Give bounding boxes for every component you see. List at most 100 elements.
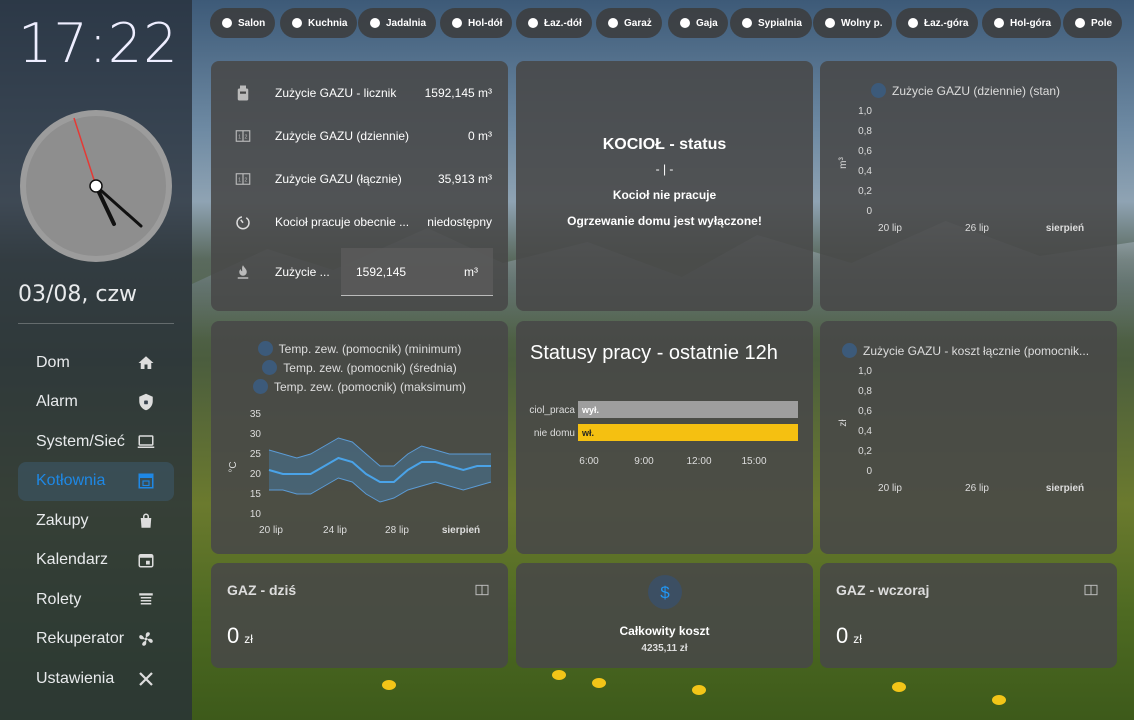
entity-row-gas-meter[interactable]: Zużycie GAZU - licznik 1592,145 m³	[211, 71, 508, 114]
timeline-bar	[578, 401, 798, 418]
x-tick-label: sierpień	[1046, 223, 1084, 234]
y-axis-label: m³	[838, 157, 849, 169]
sidebar-item-ustawienia[interactable]: Ustawienia	[18, 659, 174, 699]
y-tick-label: 1,0	[858, 366, 872, 377]
gas-today-card[interactable]: GAZ - dziś 0 zł	[211, 563, 508, 668]
minute-hand	[94, 184, 143, 228]
sidebar-item-rolety[interactable]: Rolety	[18, 580, 174, 620]
chip-sypialnia[interactable]: Sypialnia	[730, 8, 812, 38]
room-chips: Salon Kuchnia Jadalnia Hol-dół Łaz.-dół …	[210, 8, 1130, 38]
light-dot-icon	[994, 18, 1004, 28]
sidebar-item-label: Alarm	[36, 393, 78, 411]
x-tick-label: 20 lip	[878, 483, 902, 494]
sidebar-item-alarm[interactable]: Alarm	[18, 383, 174, 423]
entity-row-gas-input-label: Zużycie ...	[211, 250, 341, 293]
chip-pole[interactable]: Pole	[1063, 8, 1123, 38]
y-axis-label: °C	[228, 461, 239, 472]
svg-text:1: 1	[238, 134, 241, 140]
light-dot-icon	[222, 18, 232, 28]
light-dot-icon	[608, 18, 618, 28]
boiler-status-title: KOCIOŁ - status	[602, 136, 727, 153]
boiler-status-card: KOCIOŁ - status - | - Kocioł nie pracuje…	[516, 61, 813, 311]
y-tick-label: 20	[250, 469, 262, 480]
sidebar-item-dom[interactable]: Dom	[18, 343, 174, 383]
gas-meter-input-value: 1592,145	[356, 264, 407, 279]
svg-text:1: 1	[238, 177, 241, 183]
sidebar-item-kotlownia[interactable]: Kotłownia	[18, 461, 174, 501]
light-dot-icon	[680, 18, 690, 28]
chip-laz-gora[interactable]: Łaz.-góra	[896, 8, 979, 38]
sidebar-item-rekuperator[interactable]: Rekuperator	[18, 620, 174, 660]
light-dot-icon	[292, 18, 302, 28]
temperature-legend: Temp. zew. (pomocnik) (minimum) Temp. ze…	[211, 341, 508, 394]
chip-garaz[interactable]: Garaż	[596, 8, 662, 38]
svg-text:$: $	[660, 583, 670, 602]
work-status-timeline: ciol_praca wył. nie domu wł. 6:00 9:00 12:00 15…	[529, 401, 798, 467]
legend-item-avg[interactable]: Temp. zew. (pomocnik) (średnia)	[262, 360, 457, 375]
work-status-card: Statusy pracy - ostatnie 12h ciol_praca w…	[516, 321, 813, 554]
chip-laz-dol[interactable]: Łaz.-dół	[516, 8, 592, 38]
chip-hol-gora[interactable]: Hol-góra	[982, 8, 1062, 38]
work-status-title: Statusy pracy - ostatnie 12h	[530, 342, 778, 364]
y-tick-label: 0,8	[858, 126, 872, 137]
temperature-chart-card: Temp. zew. (pomocnik) (minimum) Temp. ze…	[211, 321, 508, 554]
x-tick-label: 26 lip	[965, 483, 989, 494]
gas-yesterday-card[interactable]: GAZ - wczoraj 0 zł	[820, 563, 1117, 668]
chip-wolny-p[interactable]: Wolny p.	[813, 8, 893, 38]
legend-item-max[interactable]: Temp. zew. (pomocnik) (maksimum)	[252, 379, 466, 394]
chip-gaja[interactable]: Gaja	[668, 8, 728, 38]
total-cost-card[interactable]: $ Całkowity koszt 4235,11 zł	[516, 563, 813, 668]
legend-dot-icon	[871, 83, 886, 98]
sidebar-item-system[interactable]: System/Sieć	[18, 422, 174, 462]
gas-meter-input[interactable]: 1592,145 m³	[341, 248, 493, 296]
digital-clock: 17:22	[18, 12, 179, 75]
svg-text:2: 2	[245, 134, 248, 140]
legend-item[interactable]: Zużycie GAZU (dziennie) (stan)	[871, 83, 1060, 98]
light-dot-icon	[452, 18, 462, 28]
chip-hol-dol[interactable]: Hol-dół	[440, 8, 513, 38]
fan-icon	[136, 629, 156, 649]
sidebar-nav: Dom Alarm System/Sieć Kotłownia Zakupy K…	[18, 343, 174, 699]
divider	[18, 323, 174, 324]
chip-kuchnia[interactable]: Kuchnia	[280, 8, 358, 38]
y-tick-label: 0,4	[858, 426, 872, 437]
x-tick-label: sierpień	[442, 525, 480, 536]
gas-daily-chart-card: Zużycie GAZU (dziennie) (stan) m³ 0 0,2 0,…	[820, 61, 1117, 311]
gas-meter-icon	[211, 84, 275, 102]
tools-icon	[136, 669, 156, 689]
sidebar-item-label: Zakupy	[36, 511, 89, 529]
legend-item-min[interactable]: Temp. zew. (pomocnik) (minimum)	[257, 341, 461, 356]
x-tick-label: sierpień	[1046, 483, 1084, 494]
sidebar-item-label: Ustawienia	[36, 669, 115, 687]
legend-item[interactable]: Zużycie GAZU - koszt łącznie (pomocnik..…	[842, 343, 1089, 358]
light-dot-icon	[370, 18, 380, 28]
chip-jadalnia[interactable]: Jadalnia	[358, 8, 437, 38]
gas-today-title: GAZ - dziś	[227, 582, 297, 598]
boiler-status-line1: Kocioł nie pracuje	[612, 188, 717, 202]
calendar-icon	[136, 550, 156, 570]
chip-salon[interactable]: Salon	[210, 8, 276, 38]
legend-dot-icon	[842, 343, 857, 358]
sidebar-item-label: Kotłownia	[36, 472, 106, 490]
total-cost-label: Całkowity koszt	[619, 624, 710, 638]
y-tick-label: 0	[866, 206, 872, 217]
temperature-avg-line	[268, 456, 491, 483]
total-cost-value: 4235,11 zł	[641, 643, 688, 654]
y-tick-label: 0,6	[858, 146, 872, 157]
light-dot-icon	[1075, 18, 1085, 28]
sidebar-item-label: Rekuperator	[36, 630, 125, 648]
analog-clock	[20, 110, 172, 262]
entity-row-boiler-time[interactable]: Kocioł pracuje obecnie ... niedostępny	[211, 200, 508, 243]
sidebar-item-label: Kalendarz	[36, 551, 109, 569]
light-dot-icon	[908, 18, 918, 28]
sidebar-item-kalendarz[interactable]: Kalendarz	[18, 541, 174, 581]
home-icon	[136, 353, 156, 373]
sidebar-item-zakupy[interactable]: Zakupy	[18, 501, 174, 541]
y-tick-label: 1,0	[858, 106, 872, 117]
gas-yesterday-title: GAZ - wczoraj	[836, 582, 930, 598]
